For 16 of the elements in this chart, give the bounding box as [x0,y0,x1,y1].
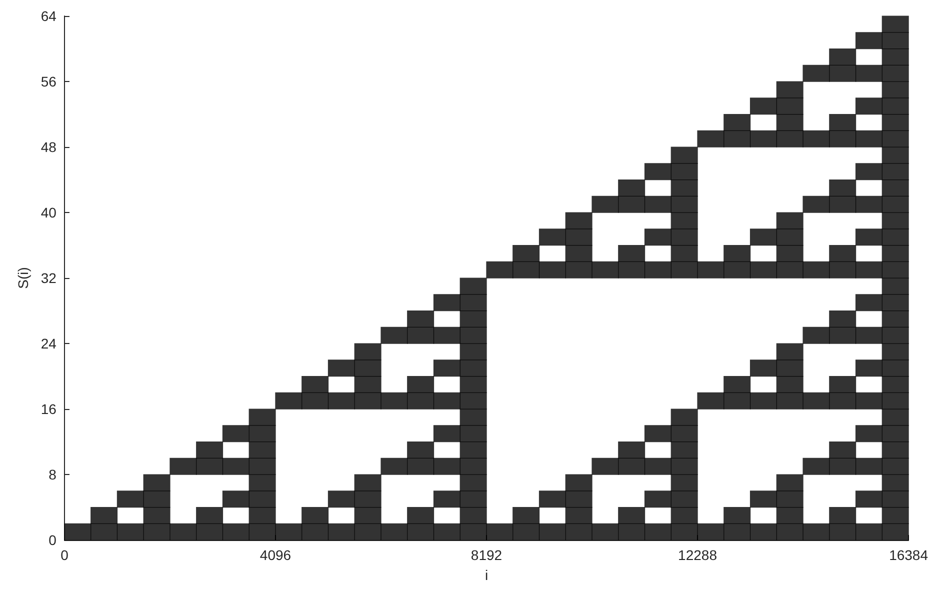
x-tick-label: 0 [60,547,69,563]
x-tick-label: 16384 [889,547,928,563]
y-tick-label: 24 [40,336,57,352]
y-tick-label: 48 [40,139,57,155]
y-tick-label: 40 [40,204,57,220]
y-axis-title: S(i) [15,267,31,289]
y-tick-label: 16 [40,401,57,417]
x-axis-title: i [484,567,488,583]
x-tick-label: 8192 [470,547,502,563]
y-tick-label: 32 [40,270,57,286]
x-tick-label: 12288 [678,547,718,563]
y-tick-label: 0 [48,532,57,548]
y-tick-label: 56 [40,74,57,90]
y-tick-label: 8 [48,466,57,482]
x-tick-label: 4096 [260,547,292,563]
y-tick-label: 64 [40,8,57,24]
